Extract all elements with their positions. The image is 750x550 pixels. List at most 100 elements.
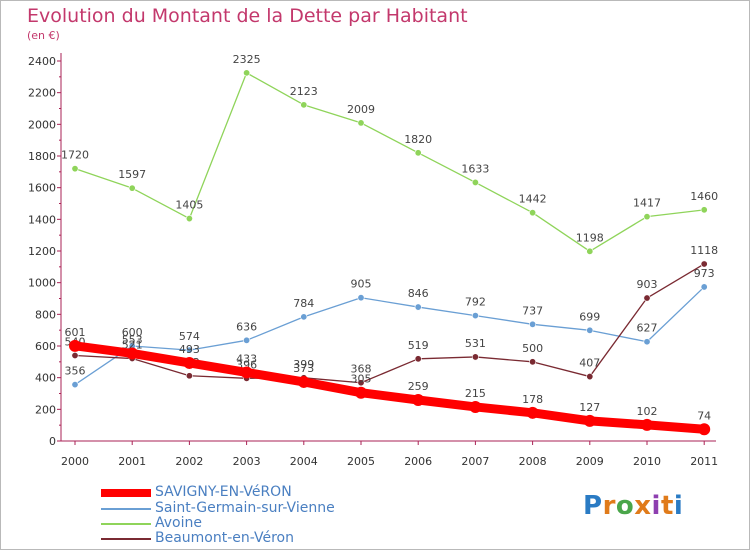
logo-letter: o xyxy=(615,491,635,521)
y-tick-label: 0 xyxy=(49,435,56,448)
data-point xyxy=(71,351,79,359)
data-point xyxy=(71,381,79,389)
data-label: 1442 xyxy=(519,193,547,206)
logo-letter: t xyxy=(660,491,674,521)
data-label: 846 xyxy=(408,287,429,300)
data-point xyxy=(471,353,479,361)
data-label: 903 xyxy=(637,278,658,291)
data-label: 1820 xyxy=(404,133,432,146)
data-point xyxy=(185,346,193,354)
logo-letter: P xyxy=(583,491,603,521)
legend-item-saint-germain: Saint-Germain-sur-Vienne xyxy=(101,500,441,517)
data-label: 737 xyxy=(522,304,543,317)
data-label: 636 xyxy=(236,320,257,333)
data-point xyxy=(128,184,136,192)
data-point xyxy=(414,355,422,363)
x-tick-label: 2003 xyxy=(233,455,261,468)
y-tick-label: 200 xyxy=(35,403,56,416)
data-label: 178 xyxy=(522,393,543,406)
data-point xyxy=(586,326,594,334)
data-point xyxy=(643,294,651,302)
data-point xyxy=(185,372,193,380)
logo-letter: r xyxy=(602,491,616,521)
chart-title: Evolution du Montant de la Dette par Hab… xyxy=(27,5,468,27)
data-label: 1405 xyxy=(175,199,203,212)
data-label: 905 xyxy=(351,278,372,291)
data-point xyxy=(69,339,81,352)
data-label: 601 xyxy=(65,326,86,339)
data-label: 1198 xyxy=(576,231,604,244)
y-tick-label: 1200 xyxy=(28,245,56,258)
x-tick-label: 2006 xyxy=(404,455,432,468)
data-point xyxy=(641,418,653,431)
data-point xyxy=(71,165,79,173)
series-line-3 xyxy=(74,263,705,384)
data-point xyxy=(357,379,365,387)
logo-letter: i xyxy=(673,491,684,521)
data-label: 1720 xyxy=(61,149,89,162)
data-point xyxy=(529,320,537,328)
line-chart: 0 200 400 600 800 1000 1200 1400 1600 1800 2000 220… xyxy=(28,53,718,468)
data-point xyxy=(526,406,539,419)
x-tick-label: 2010 xyxy=(633,455,661,468)
data-point xyxy=(700,260,708,268)
y-tick-label: 2400 xyxy=(28,55,56,68)
legend-swatch-beaumont xyxy=(101,538,151,540)
x-tick-label: 2007 xyxy=(461,455,489,468)
data-label: 1118 xyxy=(690,244,718,257)
logo-letter: x xyxy=(634,491,652,521)
legend-label-avoine: Avoine xyxy=(155,515,202,531)
data-point xyxy=(126,347,139,360)
legend-item-savigny: SAVIGNY-EN-VéRON xyxy=(101,484,441,501)
legend-swatch-savigny xyxy=(101,489,151,497)
data-point xyxy=(586,247,594,255)
data-point xyxy=(698,423,711,436)
data-point xyxy=(643,213,651,221)
y-tick-label: 600 xyxy=(35,340,56,353)
data-point xyxy=(300,101,308,109)
data-point xyxy=(357,294,365,302)
legend-item-beaumont: Beaumont-en-Véron xyxy=(101,530,441,547)
data-point xyxy=(240,366,253,379)
data-point xyxy=(529,358,537,366)
data-label: 433 xyxy=(236,352,257,365)
data-point xyxy=(471,178,479,186)
data-label: 627 xyxy=(637,322,658,335)
logo-letter: i xyxy=(651,491,661,521)
data-point xyxy=(300,313,308,321)
data-point xyxy=(586,373,594,381)
data-label: 553 xyxy=(122,333,143,346)
data-label: 259 xyxy=(408,380,429,393)
data-point xyxy=(414,149,422,157)
legend-label-beaumont: Beaumont-en-Véron xyxy=(155,530,294,546)
x-tick-label: 2005 xyxy=(347,455,375,468)
x-tick-label: 2002 xyxy=(175,455,203,468)
y-tick-label: 1800 xyxy=(28,150,56,163)
proxiti-logo: Proxiti xyxy=(583,491,683,521)
data-label: 127 xyxy=(579,401,600,414)
data-point xyxy=(243,69,251,77)
data-label: 2009 xyxy=(347,103,375,116)
data-point xyxy=(583,414,596,427)
legend-label-saint-germain: Saint-Germain-sur-Vienne xyxy=(155,500,335,516)
legend-label-savigny: SAVIGNY-EN-VéRON xyxy=(155,484,292,500)
data-label: 519 xyxy=(408,339,429,352)
data-point xyxy=(700,206,708,214)
y-tick-label: 1000 xyxy=(28,277,56,290)
data-label: 1633 xyxy=(461,162,489,175)
data-point xyxy=(700,283,708,291)
data-point xyxy=(183,356,196,369)
y-tick-label: 800 xyxy=(35,308,56,321)
data-label: 1460 xyxy=(690,190,718,203)
data-label: 368 xyxy=(351,363,372,376)
data-label: 699 xyxy=(579,310,600,323)
data-label: 973 xyxy=(694,267,715,280)
data-label: 407 xyxy=(579,357,600,370)
x-tick-label: 2004 xyxy=(290,455,318,468)
data-point xyxy=(414,303,422,311)
data-label: 102 xyxy=(637,405,658,418)
data-point xyxy=(297,375,310,388)
data-point xyxy=(469,400,482,413)
y-tick-label: 1400 xyxy=(28,213,56,226)
